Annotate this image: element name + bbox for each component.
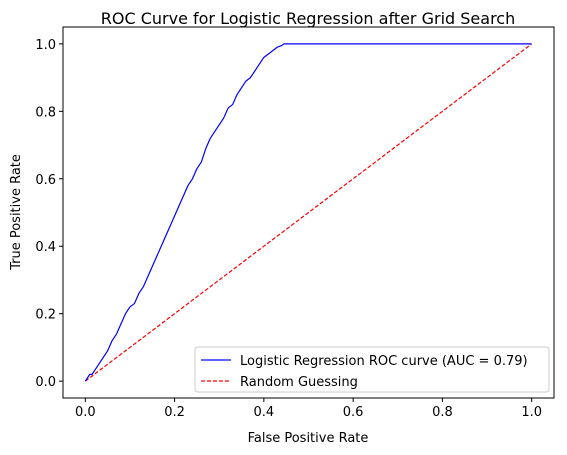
plot-frame: [62, 26, 555, 399]
y-tick-label: 0.6: [35, 173, 56, 188]
x-tick-label: 0.8: [432, 405, 453, 420]
random-guessing-line: [84, 43, 533, 382]
legend-box: [194, 346, 550, 393]
x-tick-label: 1.0: [521, 405, 542, 420]
y-tick-label: 0.0: [35, 375, 56, 390]
y-tick-label: 0.4: [35, 240, 56, 255]
legend-label-random: Random Guessing: [240, 375, 358, 390]
y-tick-label: 0.8: [35, 105, 56, 120]
ticks: 0.0 0.2 0.4 0.6 0.8 1.0 0.0 0.2 0.4 0.6 0.8 1.0: [35, 38, 542, 420]
x-axis-label: False Positive Rate: [248, 431, 369, 446]
x-tick-label: 0.4: [254, 405, 275, 420]
legend: Logistic Regression ROC curve (AUC = 0.7…: [194, 346, 550, 393]
x-tick-label: 0.6: [343, 405, 364, 420]
x-tick-label: 0.2: [164, 405, 185, 420]
y-tick-label: 1.0: [35, 38, 56, 53]
legend-label-roc: Logistic Regression ROC curve (AUC = 0.7…: [240, 354, 528, 369]
x-tick-label: 0.0: [75, 405, 96, 420]
y-axis-label: True Positive Rate: [9, 154, 24, 271]
y-tick-label: 0.2: [35, 308, 56, 323]
chart-title: ROC Curve for Logistic Regression after …: [101, 9, 515, 28]
roc-curve-line: [84, 43, 532, 382]
series-layer: [84, 43, 533, 382]
